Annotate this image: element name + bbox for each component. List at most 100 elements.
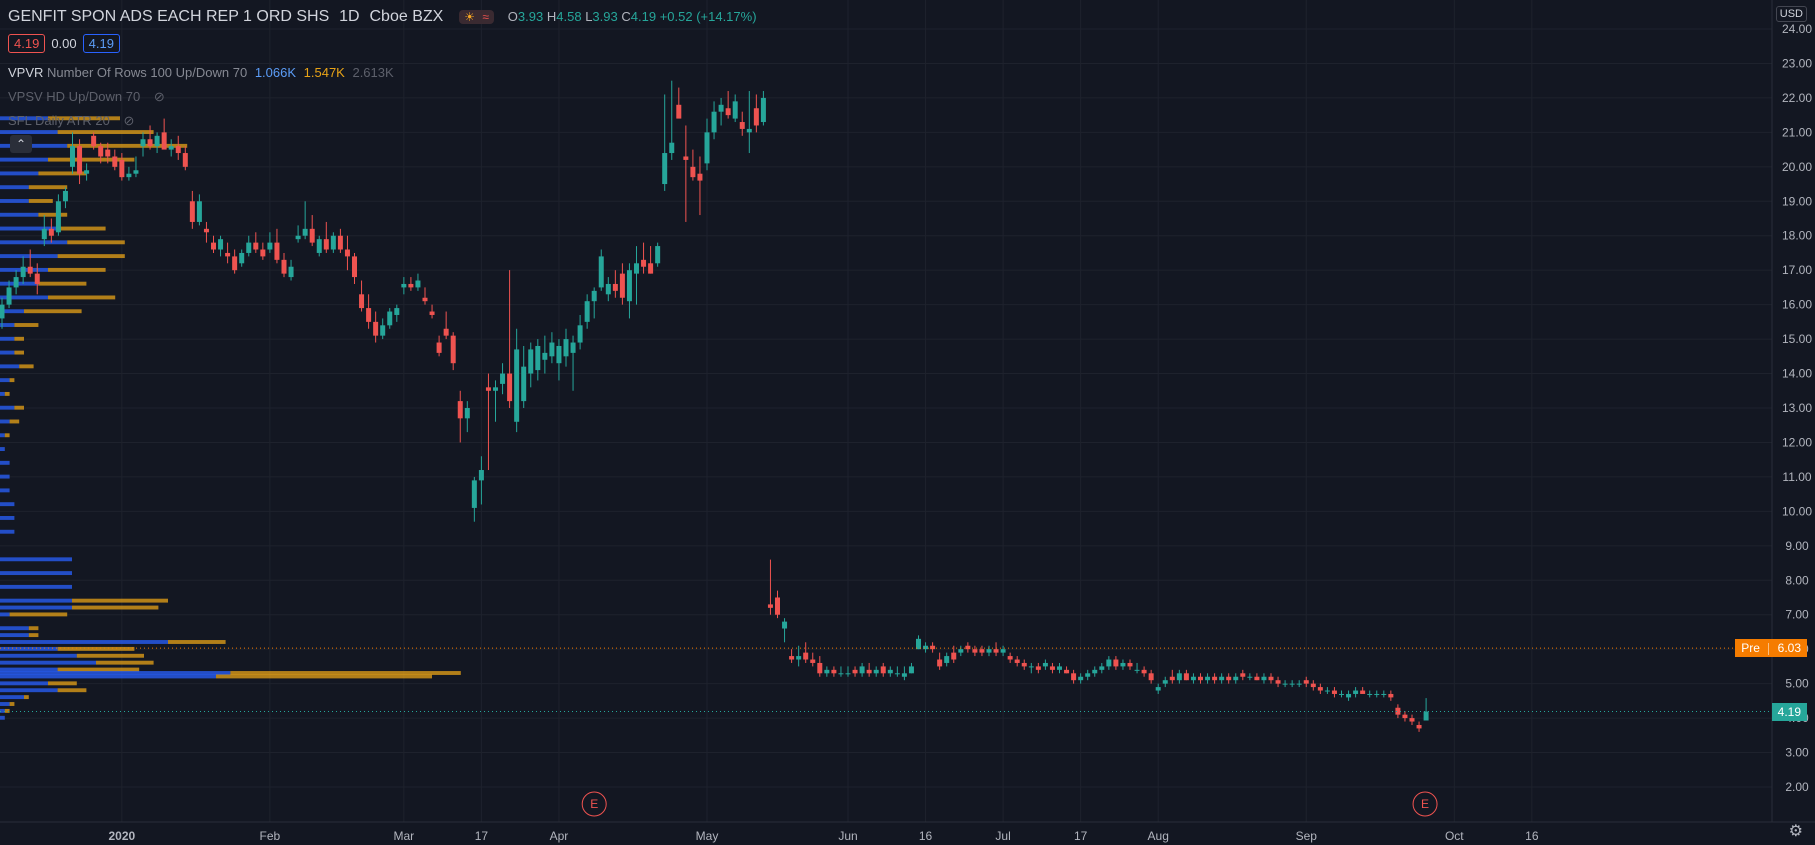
candle-body [1289, 683, 1295, 685]
vp-down-bar [48, 157, 135, 162]
candle-body [916, 638, 921, 650]
vp-up-bar [0, 584, 72, 589]
candle-body [1282, 683, 1288, 685]
candle-body [1205, 676, 1211, 681]
candle-body [1233, 676, 1239, 681]
hidden-eye-icon[interactable]: ⊘ [123, 113, 135, 128]
y-tick-label: 16.00 [1782, 298, 1812, 312]
candle-body [1324, 690, 1330, 692]
candle-body [1254, 676, 1260, 681]
candle-body [556, 345, 562, 364]
settings-gear-icon[interactable]: ⚙ [1788, 823, 1803, 840]
chart-grid [0, 0, 1815, 823]
candle-body [1261, 676, 1267, 681]
vpvr-up-volume: 1.066K [254, 65, 297, 80]
vp-up-bar [0, 715, 5, 720]
earnings-marker-circle [1412, 791, 1438, 817]
candle-body [824, 669, 830, 674]
interval-label[interactable]: 1D [339, 8, 360, 25]
candle-body [979, 649, 985, 653]
candle-body [634, 263, 639, 274]
vp-up-bar [0, 433, 5, 438]
hidden-eye-icon[interactable]: ⊘ [153, 89, 165, 104]
candle-body [478, 470, 484, 481]
candle-body [1134, 669, 1140, 671]
y-tick-label: 22.00 [1782, 91, 1812, 105]
candle-body [1120, 662, 1126, 667]
candle-body [817, 662, 823, 674]
candle-body [133, 170, 139, 174]
candle-body [1099, 666, 1105, 670]
indicator-atr[interactable]: SFL Daily ATR 20 ⊘ [8, 113, 134, 129]
candle-body [1388, 693, 1394, 698]
symbol-title[interactable]: GENFIT SPON ADS EACH REP 1 ORD SHS [8, 8, 330, 25]
candle-body [387, 311, 393, 326]
candle-body [577, 325, 583, 343]
vp-down-bar [4, 708, 10, 713]
indicator-vpsv[interactable]: VPSV HD Up/Down 70 ⊘ [8, 89, 165, 105]
candle-body [232, 256, 238, 271]
vp-up-bar [0, 116, 48, 121]
candle-body [401, 283, 407, 288]
sun-icon: ☀ [464, 10, 475, 24]
candle-body [1014, 659, 1020, 663]
candle-body [281, 259, 287, 274]
candle-body [1275, 680, 1281, 684]
vpvr-params: Number Of Rows 100 Up/Down 70 [47, 65, 248, 80]
vp-down-bar [48, 295, 116, 300]
vp-down-bar [216, 674, 432, 679]
y-tick-label: 10.00 [1782, 504, 1812, 518]
candle-body [154, 135, 160, 147]
vp-down-bar [57, 667, 140, 672]
y-tick-label: 8.00 [1785, 573, 1809, 587]
vp-up-bar [0, 212, 39, 217]
earnings-marker-label: E [1421, 797, 1429, 811]
candle-body [1402, 714, 1408, 719]
candle-body [838, 673, 844, 675]
earnings-marker-circle [581, 791, 607, 817]
y-tick-label: 11.00 [1782, 470, 1811, 484]
vp-down-bar [57, 130, 154, 135]
candle-body [507, 373, 513, 402]
vp-up-bar [0, 185, 29, 190]
indicator-vpvr[interactable]: VPVR Number Of Rows 100 Up/Down 70 1.066… [8, 65, 394, 80]
candle-body [471, 480, 477, 508]
vpvr-name: VPVR [8, 65, 44, 80]
candle-body [803, 652, 809, 660]
candle-body [1064, 669, 1070, 674]
vp-down-bar [14, 405, 24, 410]
candle-body [161, 132, 167, 150]
candle-body [683, 156, 689, 160]
vp-up-bar [0, 171, 39, 176]
vp-up-bar [0, 571, 72, 576]
candle-body [239, 252, 245, 264]
candle-body [894, 673, 900, 675]
vp-up-bar [0, 143, 68, 148]
sell-price-button[interactable]: 4.19 [8, 34, 46, 53]
candle-body [196, 201, 202, 222]
vp-up-bar [0, 474, 10, 479]
vp-down-bar [48, 681, 77, 686]
vpsv-name: VPSV HD Up/Down 70 [8, 89, 141, 104]
candle-body [753, 108, 759, 126]
y-tick-label: 7.00 [1785, 608, 1809, 622]
vp-down-bar [96, 660, 154, 665]
candle-body [1155, 687, 1161, 691]
spread-value: 0.00 [51, 36, 77, 51]
vp-up-bar [0, 667, 58, 672]
vp-up-bar [0, 254, 58, 259]
collapse-legend-button[interactable]: ⌃ [10, 135, 32, 153]
candle-body [1339, 693, 1344, 695]
buy-price-button[interactable]: 4.19 [82, 34, 120, 53]
vp-up-bar [0, 660, 96, 665]
candle-body [859, 666, 865, 674]
candle-body [986, 649, 992, 653]
candle-body [1296, 683, 1302, 685]
change-value: +0.52 (+14.17%) [659, 9, 757, 24]
y-tick-label: 19.00 [1782, 194, 1812, 208]
candle-body [1162, 680, 1168, 684]
candle-body [415, 280, 421, 288]
candle-body [330, 235, 336, 250]
currency-label[interactable]: USD [1775, 6, 1807, 22]
